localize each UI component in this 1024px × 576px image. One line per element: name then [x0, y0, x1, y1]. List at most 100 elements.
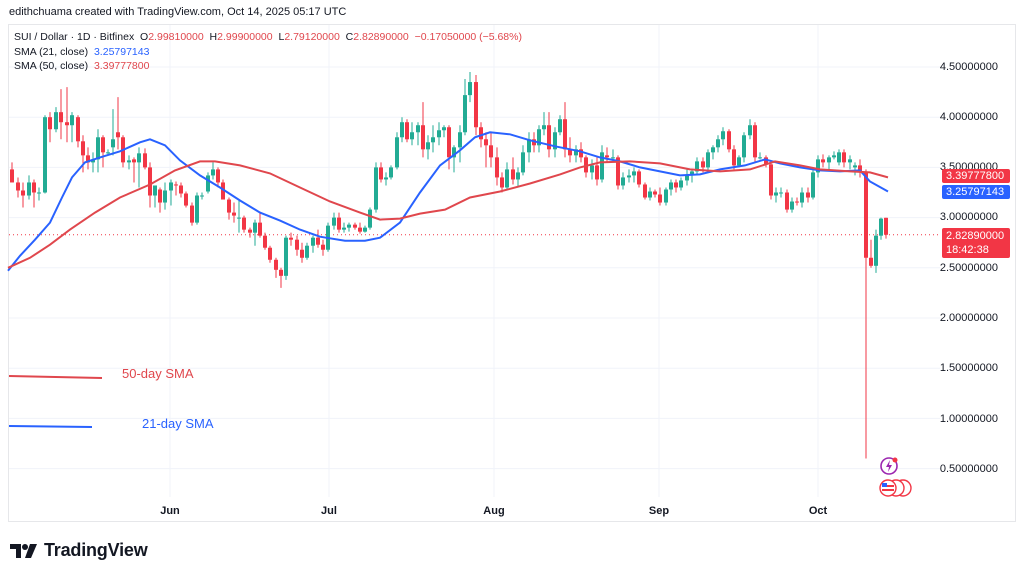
candle-body	[200, 195, 204, 197]
candle-body	[484, 139, 488, 146]
candle-body	[679, 180, 683, 188]
candle-body	[521, 152, 525, 173]
candle-body	[511, 169, 515, 180]
candle-body	[542, 125, 546, 130]
candle-body	[832, 155, 836, 158]
candle-body	[27, 182, 31, 196]
sma50-line	[7, 160, 889, 269]
us-economic-events-icon[interactable]	[877, 478, 917, 503]
candle-body	[742, 135, 746, 158]
sma21-price-tag: 3.25797143	[942, 185, 1010, 199]
candle-body	[758, 157, 762, 159]
candle-body	[316, 237, 320, 245]
candle-body	[532, 139, 536, 146]
candle-body	[48, 117, 52, 130]
tradingview-logo-icon	[10, 543, 37, 558]
candle-body	[795, 201, 799, 203]
candle-body	[400, 122, 404, 138]
legend-sma21-row[interactable]: SMA (21, close) 3.25797143	[14, 45, 522, 60]
candle-body	[358, 227, 362, 232]
bar-countdown: 18:42:38	[946, 244, 989, 256]
candle-body	[769, 164, 773, 196]
candle-body	[16, 182, 20, 191]
candle-body	[211, 169, 215, 176]
sma21-annotation-text[interactable]: 21-day SMA	[142, 416, 214, 431]
candle-body	[65, 122, 69, 126]
candle-body	[274, 259, 278, 270]
candle-body	[489, 145, 493, 158]
candle-body	[553, 132, 557, 150]
y-tick-label: 1.00000000	[939, 413, 998, 425]
chart-frame[interactable]	[8, 24, 1016, 522]
candle-body	[248, 229, 252, 233]
candle-body	[237, 217, 241, 219]
legend-sma21-value: 3.25797143	[93, 45, 150, 58]
y-tick-label: 0.50000000	[939, 463, 998, 475]
candle-body	[347, 224, 351, 228]
legend-close: 2.82890000	[353, 31, 409, 43]
candle-body	[874, 235, 878, 266]
candle-body	[627, 175, 631, 178]
candle-body	[590, 165, 594, 173]
candle-body	[10, 169, 14, 183]
candle-body	[342, 227, 346, 230]
sma50-price-tag: 3.39777800	[942, 169, 1010, 183]
candle-body	[816, 159, 820, 173]
candle-body	[821, 159, 825, 163]
candle-body	[410, 132, 414, 140]
candle-body	[879, 218, 883, 236]
candle-body	[163, 190, 167, 203]
lightning-event-icon[interactable]	[879, 456, 899, 481]
sma50-annotation-text[interactable]: 50-day SMA	[122, 366, 194, 381]
candle-body	[605, 155, 609, 158]
candle-body	[295, 239, 299, 250]
candle-body	[637, 171, 641, 185]
candle-body	[227, 199, 231, 213]
candle-body	[311, 237, 315, 246]
candle-body	[379, 167, 383, 180]
candle-body	[96, 137, 100, 160]
candle-body	[384, 177, 388, 180]
candle-body	[395, 137, 399, 168]
x-tick-label: Oct	[808, 505, 828, 517]
legend-symbol[interactable]: SUI / Dollar · 1D · Bitfinex	[14, 31, 135, 43]
candle-body	[674, 182, 678, 188]
x-tick-label: Jul	[321, 505, 337, 517]
legend-sma50-value: 3.39777800	[93, 60, 150, 72]
candle-body	[43, 117, 47, 193]
candle-body	[701, 161, 705, 168]
candle-body	[195, 195, 199, 223]
y-tick-label: 3.00000000	[939, 211, 998, 223]
y-tick-label: 4.50000000	[939, 61, 998, 73]
candle-body	[368, 209, 372, 228]
candle-body	[547, 125, 551, 150]
candle-body	[732, 149, 736, 166]
candle-body	[337, 217, 341, 230]
candle-body	[664, 189, 668, 203]
candle-body	[132, 159, 136, 163]
candle-body	[116, 132, 120, 138]
candle-body	[579, 149, 583, 158]
candle-body	[842, 152, 846, 163]
tradingview-logo[interactable]: TradingView	[10, 540, 148, 561]
candle-body	[174, 184, 178, 186]
candle-body	[527, 139, 531, 153]
sma21-annotation-line	[8, 425, 93, 428]
candle-body	[774, 192, 778, 196]
candle-body	[495, 157, 499, 178]
legend-sma21-label: SMA (21, close)	[14, 45, 89, 58]
candle-body	[452, 147, 456, 158]
candle-body	[54, 112, 58, 130]
candle-body	[86, 155, 90, 163]
candle-body	[153, 185, 157, 196]
candle-body	[111, 139, 115, 148]
candle-body	[790, 201, 794, 210]
chart-credit: edithchuama created with TradingView.com…	[9, 6, 347, 18]
candle-body	[474, 82, 478, 128]
candle-body	[32, 182, 36, 193]
candle-body	[458, 132, 462, 148]
candle-body	[190, 205, 194, 223]
candle-body	[706, 152, 710, 168]
legend-sma50-row[interactable]: SMA (50, close) 3.39777800	[14, 59, 522, 74]
